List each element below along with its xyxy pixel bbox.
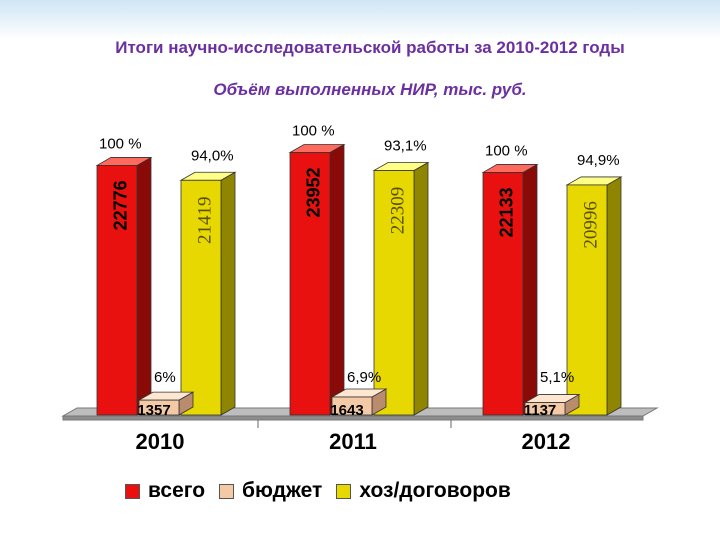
value-label-total-2012: 22133 [497, 187, 517, 237]
value-label-contract-2012: 20996 [580, 201, 601, 249]
percent-label-budget-2010: 6% [154, 369, 176, 386]
legend-item-contract: хоз/договоров [336, 479, 511, 503]
bar-front [180, 179, 222, 416]
bar-front [524, 402, 566, 416]
value-label-budget-2011: 1643 [330, 402, 363, 419]
bar-side [329, 143, 345, 416]
bar-budget-2011 [330, 388, 388, 416]
legend-label-contract: хоз/договоров [359, 479, 511, 502]
percent-label-contract-2011: 93,1% [384, 138, 427, 155]
legend-swatch-budget [219, 483, 235, 499]
legend-item-total: всего [125, 479, 205, 503]
value-label-total-2010: 22776 [111, 180, 131, 230]
x-tick-label-2012: 2012 [522, 429, 571, 454]
value-label-budget-2012: 1137 [524, 402, 557, 419]
bar-budget-2010 [137, 391, 195, 416]
value-label-contract-2011: 22309 [387, 187, 408, 235]
bar-side [606, 176, 622, 416]
bar-contract-2010 [179, 171, 237, 416]
bar-total-2012 [481, 163, 539, 416]
legend-item-budget: бюджет [219, 479, 322, 503]
bar-front [96, 165, 138, 416]
value-label-budget-2010: 1357 [137, 402, 170, 419]
page-title: Итоги научно-исследовательской работы за… [115, 38, 625, 57]
percent-label-budget-2012: 5,1% [540, 369, 574, 386]
percent-label-contract-2010: 94,0% [191, 147, 234, 164]
bar-front [138, 399, 180, 416]
bar-contract-2012 [565, 176, 623, 416]
legend-label-budget: бюджет [242, 479, 323, 502]
bar-front [289, 152, 331, 416]
value-label-contract-2010: 21419 [194, 197, 215, 245]
percent-label-contract-2012: 94,9% [577, 152, 620, 169]
bar-budget-2012 [523, 393, 581, 416]
x-tick-label-2011: 2011 [329, 429, 377, 454]
bar-total-2010 [95, 156, 153, 416]
bar-side [522, 163, 538, 416]
chart-subtitle: Объём выполненных НИР, тыс. руб. [213, 80, 527, 99]
bar-front [566, 184, 608, 416]
header-background [0, 0, 720, 40]
bar-front [373, 170, 415, 416]
bar-front [331, 396, 373, 416]
bar-side [136, 156, 152, 416]
x-tick-label-2010: 2010 [136, 429, 185, 454]
percent-label-total-2012: 100 % [485, 142, 528, 159]
bar-contract-2011 [372, 161, 430, 416]
value-label-total-2011: 23952 [304, 167, 324, 217]
bar-side [413, 161, 429, 416]
legend-label-total: всего [148, 479, 206, 502]
bar-front [482, 172, 524, 416]
floor-front [62, 415, 644, 421]
percent-label-total-2010: 100 % [99, 135, 142, 152]
bar-side [220, 171, 236, 416]
legend-swatch-contract [336, 483, 352, 499]
legend-swatch-total [125, 483, 140, 499]
percent-label-total-2011: 100 % [292, 123, 335, 140]
bar-total-2011 [288, 143, 346, 416]
percent-label-budget-2011: 6,9% [347, 369, 381, 386]
legend: всего бюджет хоз/договоров [125, 478, 525, 504]
